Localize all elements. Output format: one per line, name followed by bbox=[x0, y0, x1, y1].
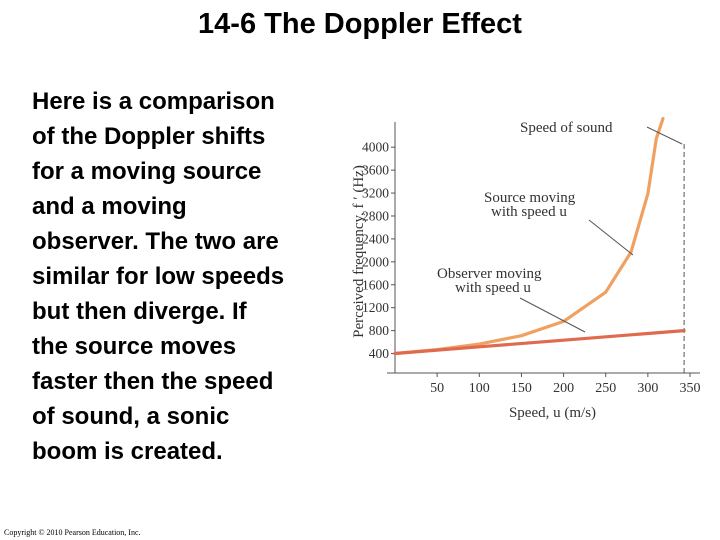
x-axis-label: Speed, u (m/s) bbox=[509, 405, 596, 421]
body-line: for a moving source bbox=[32, 158, 262, 185]
chart-svg: 400 800 1200 1600 2000 2400 2800 3200 3600 4000 50… bbox=[351, 116, 701, 421]
body-line: faster then the speed bbox=[32, 368, 274, 395]
body-line: of sound, a sonic bbox=[32, 403, 230, 430]
y-axis-label: Perceived frequency, f ′ (Hz) bbox=[351, 165, 367, 338]
series-line-1 bbox=[393, 329, 686, 356]
body-line: but then diverge. If bbox=[32, 298, 247, 325]
y-tick-label: 1200 bbox=[362, 300, 389, 315]
doppler-chart: 400 800 1200 1600 2000 2400 2800 3200 3600 4000 50… bbox=[345, 110, 715, 425]
body-line: similar for low speeds bbox=[32, 263, 285, 290]
annotation-leader bbox=[588, 219, 634, 256]
body-text: Here is a comparison of the Doppler shift… bbox=[32, 84, 332, 469]
y-tick-label: 3200 bbox=[362, 186, 389, 201]
annotation-observer: Observer moving bbox=[437, 266, 542, 282]
body-line: the source moves bbox=[32, 333, 237, 360]
y-tick-label: 3600 bbox=[362, 163, 389, 178]
body-line: boom is created. bbox=[32, 438, 223, 465]
x-tick-label: 200 bbox=[553, 381, 574, 396]
y-tick-label: 2400 bbox=[362, 231, 389, 246]
y-tick-label: 1600 bbox=[362, 277, 389, 292]
annotation-source: with speed u bbox=[491, 204, 567, 220]
x-tick-label: 150 bbox=[511, 381, 532, 396]
y-tick-label: 800 bbox=[369, 323, 390, 338]
annotation-leader bbox=[646, 126, 683, 145]
series-line-0 bbox=[393, 116, 665, 356]
body-line: observer. The two are bbox=[32, 228, 279, 255]
y-tick-label: 2800 bbox=[362, 208, 389, 223]
x-tick-label: 250 bbox=[595, 381, 616, 396]
annotation-observer: with speed u bbox=[455, 280, 531, 296]
y-tick-label: 400 bbox=[369, 346, 390, 361]
y-tick-label: 4000 bbox=[362, 140, 389, 155]
copyright-notice: Copyright © 2010 Pearson Education, Inc. bbox=[4, 528, 141, 537]
slide-title: 14-6 The Doppler Effect bbox=[198, 8, 522, 40]
x-tick-label: 300 bbox=[637, 381, 658, 396]
y-tick-label: 2000 bbox=[362, 254, 389, 269]
annotation-source: Source moving bbox=[484, 190, 576, 206]
x-tick-label: 50 bbox=[430, 381, 444, 396]
annotation-speed-of-sound: Speed of sound bbox=[520, 120, 613, 136]
annotation-leader bbox=[519, 297, 586, 333]
body-line: and a moving bbox=[32, 193, 187, 220]
body-line: Here is a comparison bbox=[32, 88, 275, 115]
x-tick-label: 350 bbox=[680, 381, 701, 396]
x-tick-label: 100 bbox=[469, 381, 490, 396]
body-line: of the Doppler shifts bbox=[32, 123, 266, 150]
